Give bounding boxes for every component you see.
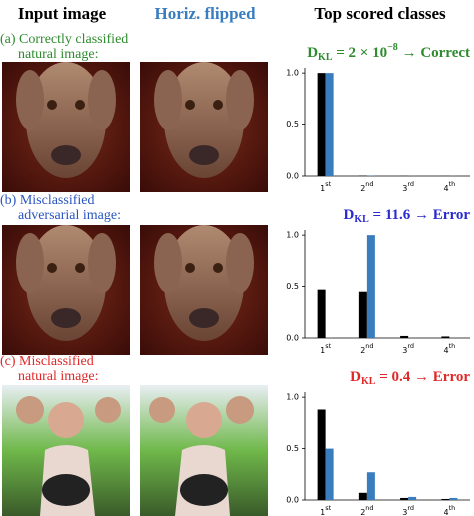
title-equals: = 11.6 (369, 207, 411, 223)
category-suffix: th (449, 342, 456, 350)
chart-title: DKL = 11.6 → Error (344, 207, 471, 225)
adversarial-image-flipped (140, 225, 268, 355)
y-tick-label: 0.5 (286, 282, 299, 291)
y-tick-label: 0.0 (286, 496, 299, 505)
row-label: natural image: (18, 369, 98, 384)
category-suffix: st (325, 180, 331, 188)
category: 4 (443, 184, 448, 193)
title-subscript: KL (318, 52, 333, 63)
category-suffix: rd (407, 180, 414, 188)
dog-image (2, 62, 130, 192)
title-verdict: → Correct (398, 45, 470, 61)
category-suffix: nd (365, 180, 373, 188)
people-image-flipped (140, 385, 268, 516)
row-label: natural image: (18, 47, 98, 62)
title-symbol: D (350, 369, 361, 385)
bar (317, 289, 326, 338)
x-tick-label: 1st (320, 504, 331, 516)
y-tick-label: 0.5 (286, 120, 299, 129)
category: 3 (402, 346, 407, 355)
category: 2 (360, 184, 365, 193)
bar (366, 472, 375, 500)
title-subscript: KL (361, 376, 376, 387)
x-tick-label: 4th (443, 342, 455, 355)
chart-title: DKL = 2 × 10−8 → Correct (307, 42, 470, 63)
y-tick-label: 1.0 (286, 69, 299, 78)
bar (358, 291, 367, 338)
row-label: (a) Correctly classified (0, 32, 128, 47)
bar (449, 497, 458, 500)
category: 2 (360, 346, 365, 355)
bar (441, 498, 450, 500)
category-suffix: rd (407, 504, 414, 512)
y-tick-label: 1.0 (286, 231, 299, 240)
bar (400, 335, 409, 338)
y-tick-label: 0.0 (286, 172, 299, 181)
category-suffix: th (449, 504, 456, 512)
row-label: (b) Misclassified (0, 193, 94, 208)
bar (325, 73, 334, 176)
title-symbol: D (344, 207, 355, 223)
title-equals: = 0.4 (375, 369, 410, 385)
title-subscript: KL (354, 214, 369, 225)
x-tick-label: 3rd (402, 504, 414, 516)
header-flipped: Horiz. flipped (154, 4, 256, 23)
category: 4 (443, 346, 448, 355)
category-suffix: nd (365, 504, 373, 512)
title-exponent: −8 (387, 42, 398, 53)
y-tick-label: 1.0 (286, 393, 299, 402)
x-tick-label: 2nd (360, 504, 373, 516)
title-symbol: D (307, 45, 318, 61)
row-label: adversarial image: (18, 208, 121, 223)
category: 1 (320, 508, 325, 516)
y-tick-label: 0.5 (286, 444, 299, 453)
y-tick-label: 0.0 (286, 334, 299, 343)
category-suffix: rd (407, 342, 414, 350)
category-suffix: nd (365, 342, 373, 350)
bar (358, 492, 367, 500)
x-tick-label: 3rd (402, 180, 414, 193)
x-tick-label: 4th (443, 180, 455, 193)
category: 3 (402, 508, 407, 516)
title-verdict: → Error (410, 369, 470, 385)
bar (317, 409, 326, 500)
x-tick-label: 2nd (360, 180, 373, 193)
x-tick-label: 1st (320, 180, 331, 193)
bar (400, 497, 409, 500)
chart-title: DKL = 0.4 → Error (350, 369, 470, 387)
category: 4 (443, 508, 448, 516)
bar (366, 235, 375, 338)
bar (317, 73, 326, 176)
category-suffix: st (325, 504, 331, 512)
dog-image-flipped (140, 62, 268, 192)
bar (408, 496, 417, 500)
title-equals: = 2 × 10 (333, 45, 388, 61)
category: 2 (360, 508, 365, 516)
header-classes: Top scored classes (314, 4, 446, 23)
adversarial-image (2, 225, 130, 355)
header-input: Input image (18, 4, 107, 23)
bar (325, 448, 334, 500)
x-tick-label: 4th (443, 504, 455, 516)
row-label: (c) Misclassified (0, 354, 94, 369)
x-tick-label: 3rd (402, 342, 414, 355)
bar (441, 336, 450, 338)
x-tick-label: 1st (320, 342, 331, 355)
category: 1 (320, 346, 325, 355)
title-verdict: → Error (410, 207, 470, 223)
x-tick-label: 2nd (360, 342, 373, 355)
category: 1 (320, 184, 325, 193)
category-suffix: st (325, 342, 331, 350)
people-image (2, 385, 130, 516)
category-suffix: th (449, 180, 456, 188)
category: 3 (402, 184, 407, 193)
